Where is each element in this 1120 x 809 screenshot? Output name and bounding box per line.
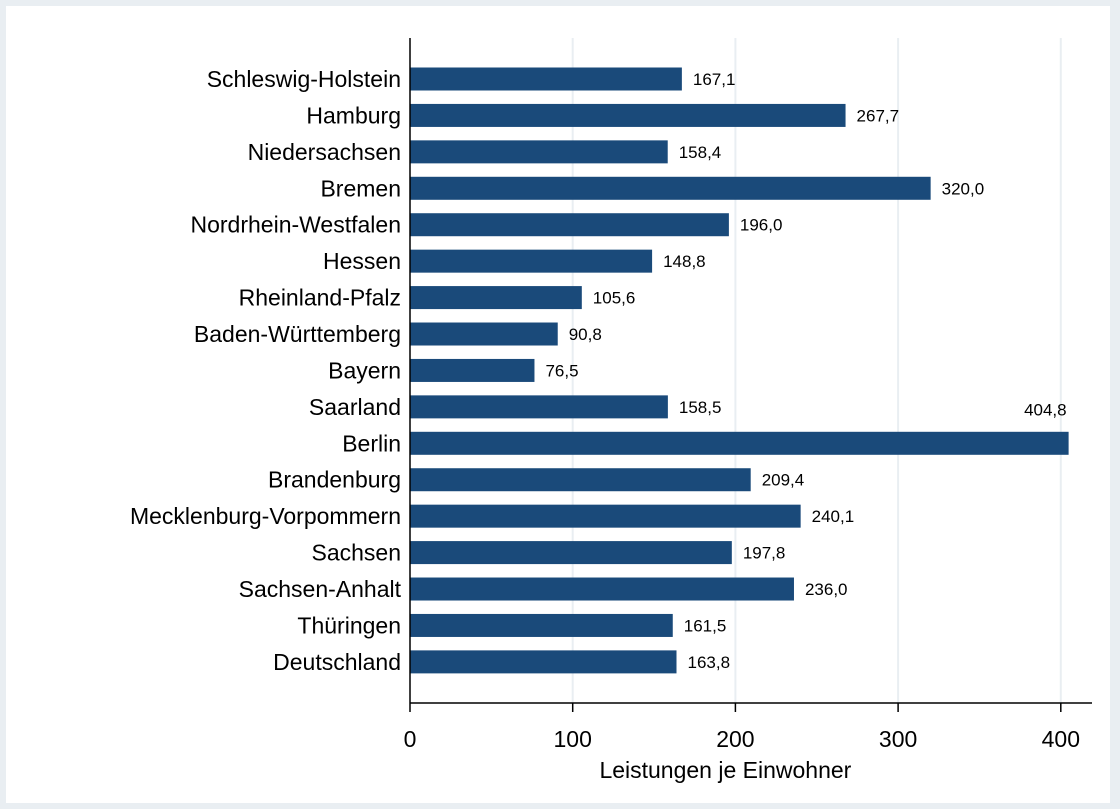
bar-16: [410, 650, 677, 674]
bar-5: [410, 249, 653, 273]
value-label-6: 105,6: [593, 289, 636, 308]
x-tick-label-100: 100: [554, 726, 592, 752]
bar-10: [410, 431, 1069, 455]
bar-12: [410, 504, 801, 528]
category-label-7: Baden-Württemberg: [194, 321, 401, 347]
category-label-16: Deutschland: [273, 649, 401, 675]
value-label-14: 236,0: [805, 580, 848, 599]
value-label-8: 76,5: [545, 361, 578, 380]
bar-13: [410, 541, 732, 565]
category-label-11: Brandenburg: [268, 467, 401, 493]
labels-layer: Schleswig-Holstein 167,1 Hamburg 267,7 Niede…: [130, 66, 1067, 675]
bar-11: [410, 468, 751, 492]
value-label-15: 161,5: [684, 616, 727, 635]
category-label-15: Thüringen: [297, 612, 401, 638]
bar-9: [410, 395, 668, 419]
value-label-2: 158,4: [679, 143, 722, 162]
category-label-13: Sachsen: [311, 540, 401, 566]
value-label-0: 167,1: [693, 70, 736, 89]
value-label-5: 148,8: [663, 252, 706, 271]
value-label-10: 404,8: [1024, 400, 1067, 419]
bar-6: [410, 286, 582, 310]
category-label-9: Saarland: [309, 394, 401, 420]
x-tick-label-0: 0: [404, 726, 417, 752]
x-tick-label-300: 300: [879, 726, 917, 752]
category-label-0: Schleswig-Holstein: [207, 66, 401, 92]
category-label-8: Bayern: [328, 357, 401, 383]
category-label-1: Hamburg: [306, 102, 401, 128]
category-label-14: Sachsen-Anhalt: [239, 576, 402, 602]
bar-8: [410, 358, 535, 382]
bar-1: [410, 103, 846, 127]
ticks-layer: 0 100 200 300 400: [404, 703, 1080, 752]
category-label-3: Bremen: [320, 175, 401, 201]
value-label-13: 197,8: [743, 544, 786, 563]
category-label-12: Mecklenburg-Vorpommern: [130, 503, 401, 529]
category-label-5: Hessen: [323, 248, 401, 274]
category-label-4: Nordrhein-Westfalen: [190, 212, 401, 238]
bar-2: [410, 140, 668, 164]
value-label-3: 320,0: [942, 179, 985, 198]
bar-7: [410, 322, 558, 346]
bar-14: [410, 577, 794, 601]
value-label-16: 163,8: [688, 653, 731, 672]
x-axis-title: Leistungen je Einwohner: [599, 757, 851, 783]
bar-15: [410, 613, 673, 637]
value-label-9: 158,5: [679, 398, 722, 417]
category-label-10: Berlin: [342, 430, 401, 456]
category-label-2: Niedersachsen: [248, 139, 401, 165]
category-label-6: Rheinland-Pfalz: [239, 285, 401, 311]
bar-4: [410, 213, 729, 237]
bar-0: [410, 67, 682, 91]
bar-3: [410, 176, 931, 200]
x-tick-label-200: 200: [716, 726, 754, 752]
value-label-11: 209,4: [762, 471, 805, 490]
x-tick-label-400: 400: [1042, 726, 1080, 752]
bars-layer: [410, 67, 1069, 674]
value-label-7: 90,8: [569, 325, 602, 344]
value-label-1: 267,7: [857, 106, 900, 125]
value-label-12: 240,1: [812, 507, 855, 526]
value-label-4: 196,0: [740, 216, 783, 235]
